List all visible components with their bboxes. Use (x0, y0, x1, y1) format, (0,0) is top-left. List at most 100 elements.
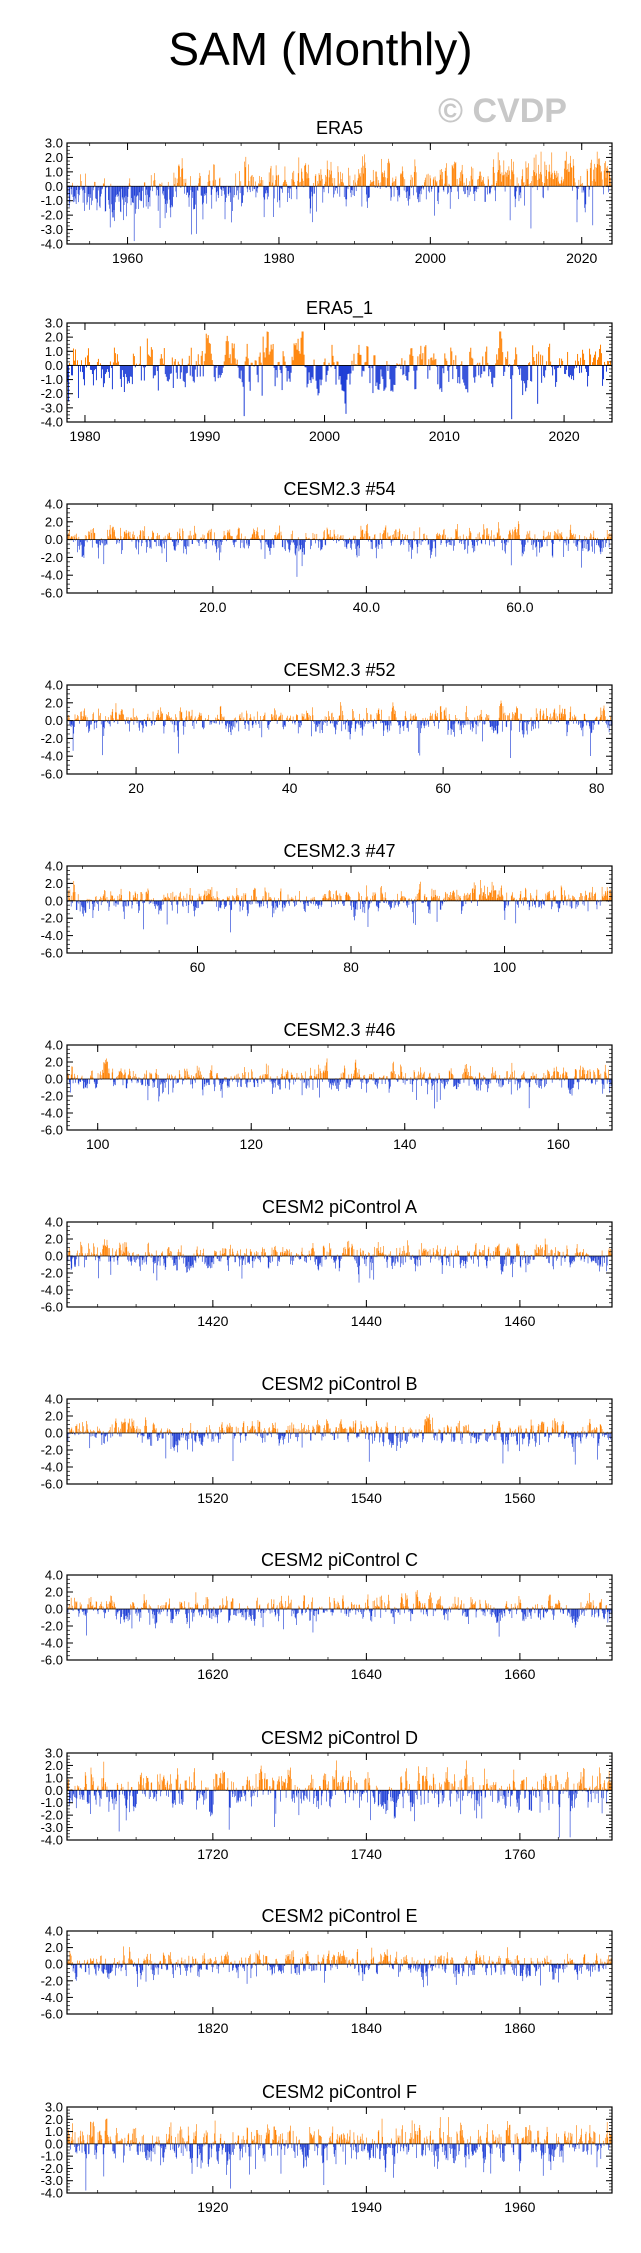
bar (464, 893, 465, 901)
bar (379, 186, 381, 189)
bar (280, 891, 281, 901)
bar (146, 720, 147, 727)
bar (193, 534, 194, 540)
bar (511, 365, 513, 420)
bar (281, 1073, 282, 1079)
bar (163, 186, 165, 192)
bar (595, 717, 597, 721)
bar (290, 898, 292, 901)
bar (500, 888, 502, 901)
bar (251, 895, 252, 901)
bar (356, 539, 358, 558)
bar (120, 898, 121, 901)
bar (231, 343, 233, 366)
bar (92, 186, 94, 191)
bar (229, 186, 231, 193)
bar (533, 157, 535, 187)
bar (329, 530, 331, 540)
bar (197, 898, 199, 901)
bar (213, 365, 215, 378)
bar (358, 539, 359, 546)
bar (456, 718, 458, 721)
bar (67, 718, 69, 721)
bar (556, 534, 558, 540)
bar (234, 900, 236, 905)
bar (515, 712, 517, 721)
bar (354, 174, 356, 187)
bar (601, 714, 602, 721)
bar (167, 365, 169, 382)
bar (381, 892, 383, 901)
bar (577, 539, 579, 551)
bar (374, 534, 376, 540)
bar (401, 896, 403, 901)
bar (377, 180, 379, 187)
bar (564, 708, 565, 721)
bar (189, 1076, 190, 1079)
bar (351, 720, 352, 729)
bar (452, 539, 453, 541)
bar (304, 1079, 305, 1083)
bar (453, 359, 455, 366)
bar (79, 1079, 81, 1082)
bar (84, 900, 85, 911)
bar (279, 900, 281, 905)
bar (457, 365, 459, 384)
bar (517, 900, 519, 908)
bar (364, 362, 366, 366)
bar (297, 720, 299, 734)
bar (69, 720, 71, 725)
bar (180, 891, 181, 901)
bar (143, 536, 145, 540)
bar (579, 365, 581, 374)
bar (538, 351, 540, 366)
bar (327, 711, 329, 721)
bar (139, 900, 140, 911)
bar (84, 535, 86, 540)
bar (304, 365, 306, 368)
bar (262, 898, 263, 901)
bar (142, 186, 143, 191)
bar (457, 186, 459, 192)
bar (478, 532, 480, 540)
bar (592, 895, 594, 901)
bar (171, 1074, 172, 1079)
bar (170, 365, 172, 374)
bar (87, 186, 89, 195)
bar (424, 893, 426, 901)
bar (588, 539, 589, 551)
bar (207, 533, 209, 540)
bar (100, 186, 102, 197)
bar (74, 536, 75, 540)
bar (240, 898, 242, 901)
bar (226, 539, 227, 542)
bar (451, 895, 453, 901)
bar (436, 900, 438, 922)
bar (68, 717, 70, 721)
bar (212, 186, 213, 190)
bar (501, 885, 502, 901)
bar (278, 1079, 280, 1084)
bar (465, 712, 467, 721)
bar (68, 890, 69, 901)
bar (418, 186, 420, 194)
y-tick-label: 4.0 (45, 859, 63, 874)
bar (154, 900, 155, 907)
bar (299, 539, 301, 550)
bar (449, 895, 451, 901)
bar (145, 539, 147, 543)
bar (153, 1079, 154, 1083)
bar (524, 539, 526, 552)
bar (398, 186, 399, 196)
bar (136, 1076, 137, 1079)
bar (540, 151, 542, 187)
bar (434, 539, 435, 542)
bar (590, 897, 591, 901)
bar (359, 537, 361, 540)
bar (166, 539, 167, 562)
bar (260, 900, 261, 904)
bar (404, 360, 406, 366)
bar (512, 531, 514, 540)
bar (597, 537, 598, 540)
bar (495, 890, 497, 901)
